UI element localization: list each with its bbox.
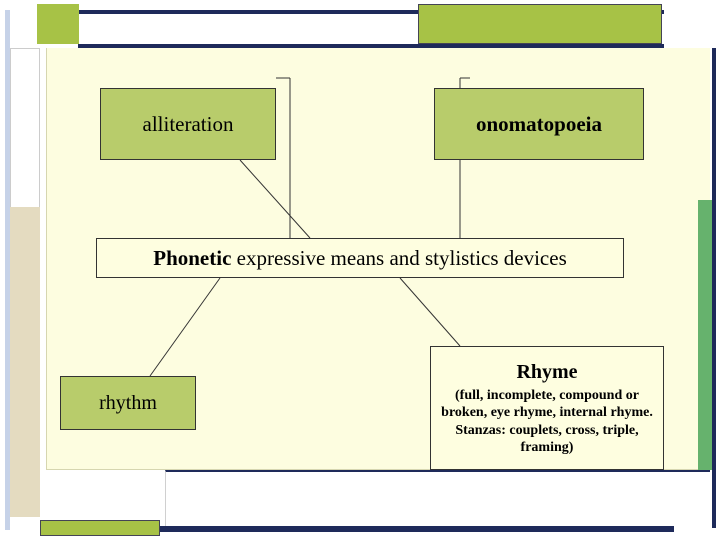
node-onomatopoeia-label: onomatopoeia (476, 112, 602, 137)
node-center-label: Phonetic expressive means and stylistics… (153, 246, 567, 271)
deco-right-green (698, 200, 712, 470)
deco-left-tan-2 (10, 422, 40, 517)
deco-top-navy-2 (78, 44, 664, 48)
node-alliteration: alliteration (100, 88, 276, 160)
node-rhyme-title: Rhyme (516, 360, 577, 385)
deco-bottom-green (40, 520, 160, 536)
node-alliteration-label: alliteration (143, 112, 234, 137)
node-center: Phonetic expressive means and stylistics… (96, 238, 624, 278)
deco-left-tan-1 (10, 207, 40, 422)
slide-canvas: alliteration onomatopoeia Phonetic expre… (0, 0, 720, 540)
node-onomatopoeia: onomatopoeia (434, 88, 644, 160)
deco-top-square (37, 4, 79, 44)
node-rhythm: rhythm (60, 376, 196, 430)
deco-bottom-navy (160, 526, 674, 532)
deco-left-white (10, 48, 40, 208)
deco-bottom-bar (165, 470, 710, 530)
deco-right-navy (712, 48, 716, 528)
node-rhyme: Rhyme (full, incomplete, compound or bro… (430, 346, 664, 470)
node-rhythm-label: rhythm (99, 392, 157, 415)
deco-top-rect (418, 4, 662, 44)
node-rhyme-body: (full, incomplete, compound or broken, e… (439, 387, 655, 457)
